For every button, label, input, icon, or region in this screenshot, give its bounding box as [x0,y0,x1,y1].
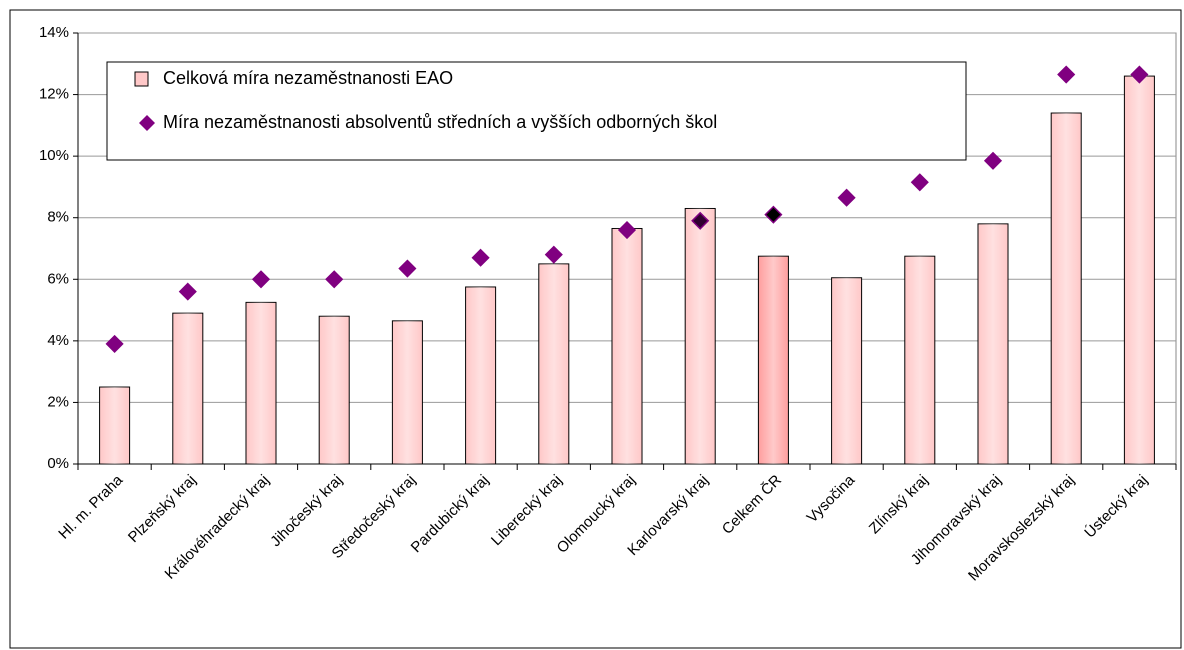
bar-shine [758,256,789,464]
bar-shine [904,256,935,464]
bar-shine [99,387,130,464]
legend-swatch [139,115,155,131]
marker [398,259,417,278]
marker [691,211,710,230]
bar-shine [685,208,716,464]
marker [617,220,637,240]
legend [106,61,967,161]
y-tick-label: 2% [47,393,69,410]
marker [251,270,271,289]
marker [178,282,197,301]
marker [544,245,563,264]
bar-shine [1124,76,1155,464]
marker [471,248,490,267]
y-tick-label: 0% [47,455,69,472]
bar-shine [1051,113,1082,465]
y-tick-label: 6% [47,270,69,287]
legend-label: Celková míra nezaměstnanosti EAO [163,68,453,88]
marker [1130,65,1149,84]
bar-shine [538,263,569,464]
bar-shine [319,316,350,464]
legend-swatch [134,71,149,87]
bar-shine [977,223,1009,464]
y-tick-label: 4% [47,332,69,349]
marker [105,334,124,353]
bar-shine [245,302,277,464]
marker [325,270,344,289]
y-tick-label: 14% [39,24,69,41]
marker [837,188,856,207]
marker [1057,65,1076,84]
y-tick-label: 8% [47,209,69,226]
legend-label: Míra nezaměstnanosti absolventů středníc… [163,112,717,132]
marker [983,151,1003,170]
marker [764,205,783,224]
bar-shine [831,277,862,464]
y-tick-label: 10% [39,147,69,164]
bar-shine [465,286,496,464]
bar-shine [172,313,203,464]
y-tick-label: 12% [39,86,69,103]
bar-shine [392,320,423,464]
bar-shine [611,228,643,464]
marker [910,173,929,192]
